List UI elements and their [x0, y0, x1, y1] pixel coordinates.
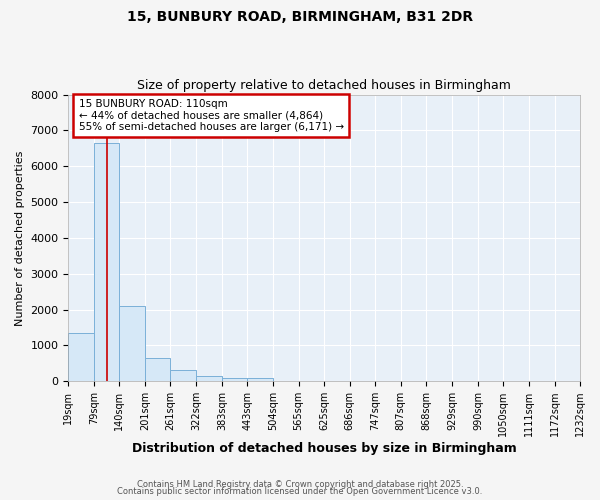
Bar	[170, 370, 196, 381]
Bar	[196, 376, 222, 381]
Text: Contains HM Land Registry data © Crown copyright and database right 2025.: Contains HM Land Registry data © Crown c…	[137, 480, 463, 489]
Bar	[94, 143, 119, 381]
Bar	[68, 333, 94, 381]
Bar	[222, 378, 247, 381]
Text: 15 BUNBURY ROAD: 110sqm
← 44% of detached houses are smaller (4,864)
55% of semi: 15 BUNBURY ROAD: 110sqm ← 44% of detache…	[79, 99, 344, 132]
X-axis label: Distribution of detached houses by size in Birmingham: Distribution of detached houses by size …	[132, 442, 517, 455]
Bar	[119, 306, 145, 381]
Bar	[247, 378, 273, 381]
Title: Size of property relative to detached houses in Birmingham: Size of property relative to detached ho…	[137, 79, 511, 92]
Text: Contains public sector information licensed under the Open Government Licence v3: Contains public sector information licen…	[118, 487, 482, 496]
Y-axis label: Number of detached properties: Number of detached properties	[15, 150, 25, 326]
Text: 15, BUNBURY ROAD, BIRMINGHAM, B31 2DR: 15, BUNBURY ROAD, BIRMINGHAM, B31 2DR	[127, 10, 473, 24]
Bar	[145, 358, 170, 381]
